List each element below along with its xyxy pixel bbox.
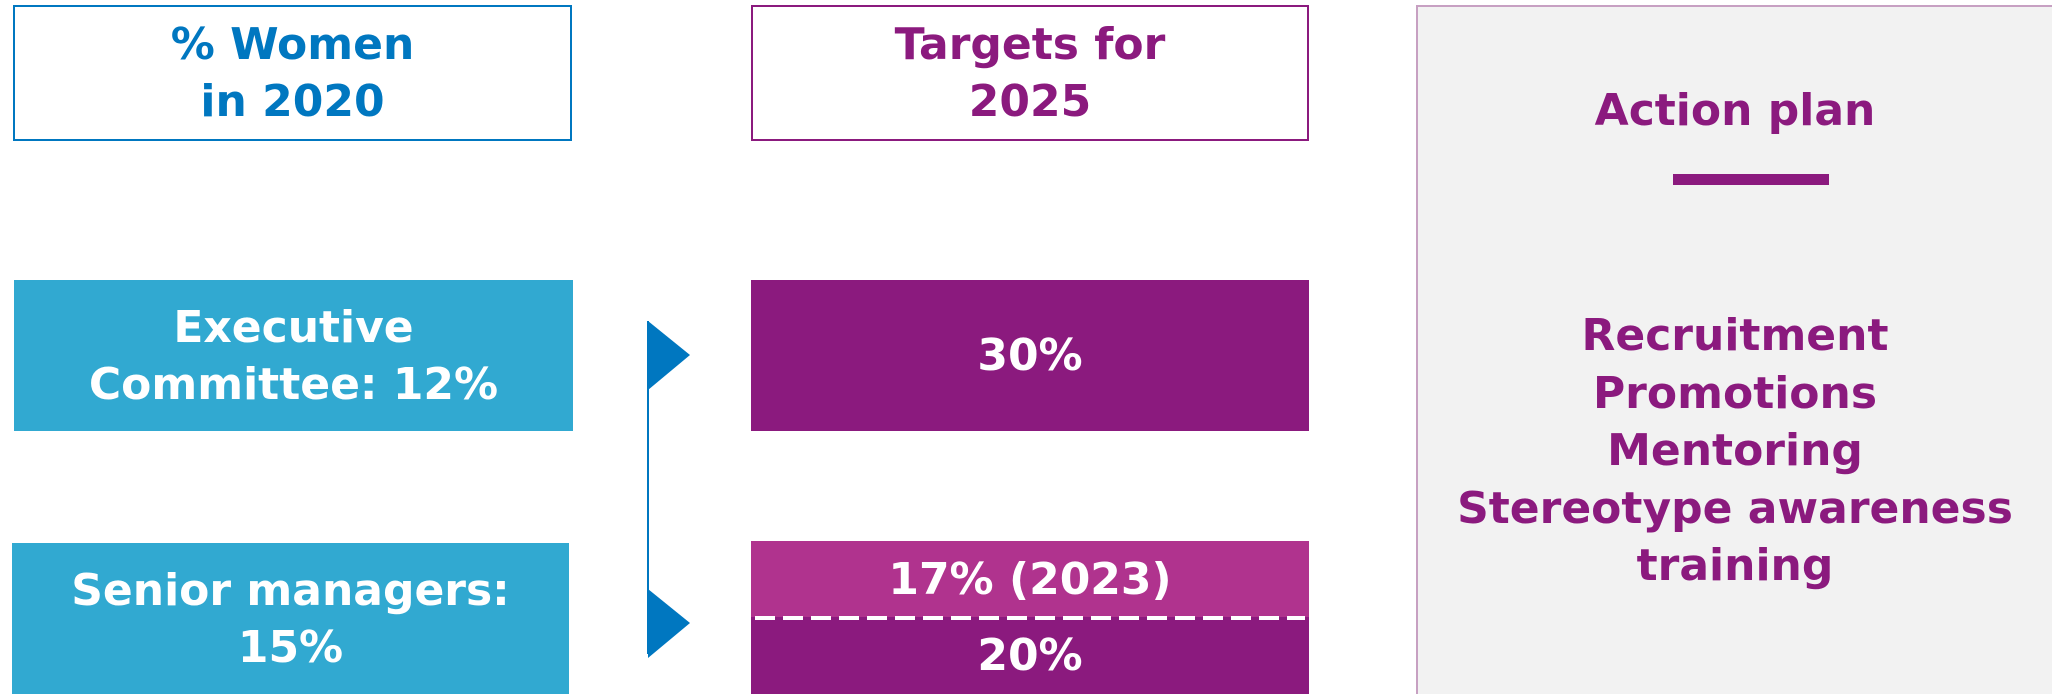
action-plan-title: Action plan [1594, 85, 1876, 136]
box-text: 2025 [968, 76, 1092, 127]
senior-target-box: 20% [751, 617, 1309, 694]
action-item: Promotions [1592, 367, 1878, 419]
box-text: Targets for [894, 19, 1166, 70]
action-item: Mentoring [1607, 425, 1863, 476]
header-targets: Targets for 2025 [751, 5, 1309, 141]
title-underline [1673, 174, 1829, 185]
header-women: % Women in 2020 [13, 5, 572, 141]
box-text: 17% (2023) [888, 553, 1172, 605]
box-text: 30% [977, 330, 1083, 381]
interim-target-box: 17% (2023) [751, 541, 1309, 617]
arrow [648, 589, 690, 658]
box-text: Executive [173, 301, 414, 353]
action-items: Recruitment Promotions Mentoring Stereotype… [1418, 307, 2052, 595]
box-text: 15% [237, 621, 344, 673]
box-text: 20% [977, 630, 1083, 681]
box-text: in 2020 [200, 76, 385, 127]
box-text: Senior managers: [71, 564, 510, 616]
arrow [648, 321, 690, 390]
box-text: % Women [170, 19, 415, 70]
senior-managers-box: Senior managers: 15% [12, 543, 569, 694]
exec-committee-box: Executive Committee: 12% [14, 280, 573, 431]
exec-target-box: 30% [751, 280, 1309, 431]
action-item: Stereotype awareness [1457, 482, 2013, 534]
action-item: training [1636, 540, 1834, 591]
action-plan-panel: Action plan Recruitment Promotions Mentori… [1416, 5, 2052, 694]
action-item: Recruitment [1581, 310, 1889, 361]
box-text: Committee: 12% [88, 358, 499, 410]
